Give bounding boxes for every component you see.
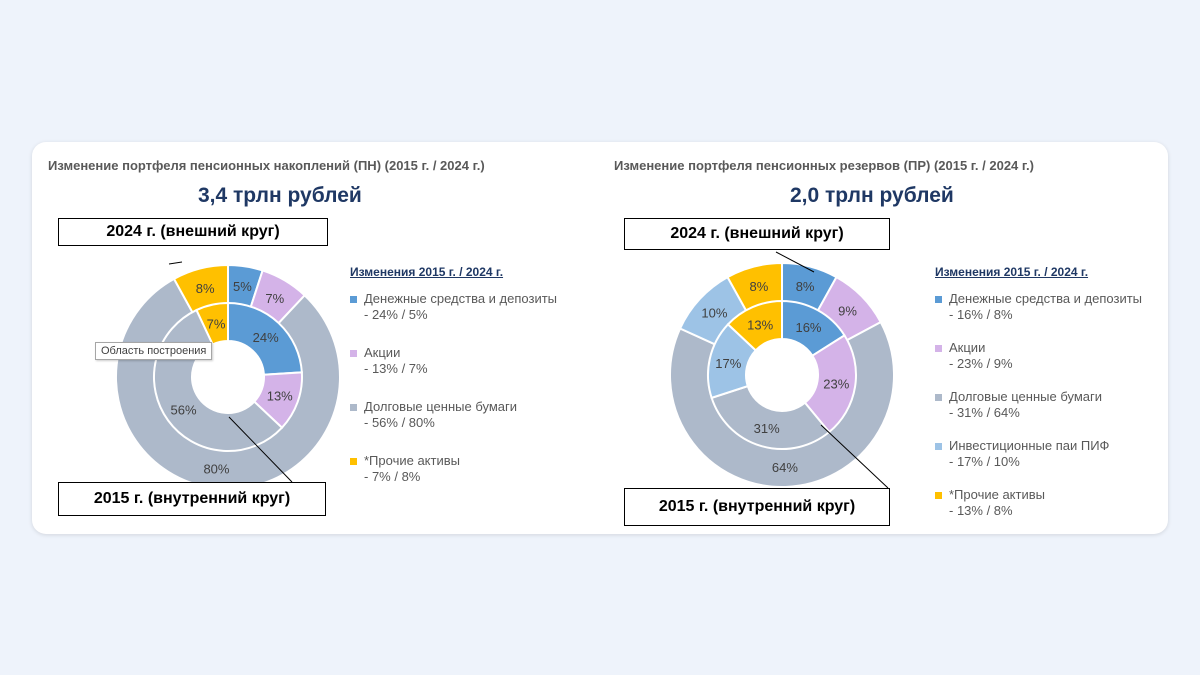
- outer-ring-callout: 2024 г. (внешний круг): [624, 218, 890, 250]
- ring-2015-slice-1-label: 23%: [823, 377, 849, 392]
- legend-detail: - 13% / 7%: [364, 361, 428, 376]
- legend-item: *Прочие активы - 7% / 8%: [350, 453, 557, 485]
- legend-detail: - 16% / 8%: [949, 307, 1013, 322]
- legend-swatch: [350, 458, 357, 465]
- ring-2015-slice-2[interactable]: [710, 384, 831, 450]
- legend-swatch: [350, 404, 357, 411]
- legend-item: Денежные средства и депозиты - 16% / 8%: [935, 291, 1142, 323]
- legend-detail: - 17% / 10%: [949, 454, 1020, 469]
- chart-card: Изменение портфеля пенсионных накоплений…: [32, 142, 1168, 534]
- ring-2015-slice-2-label: 56%: [170, 402, 196, 417]
- ring-2024-slice-2-label: 80%: [203, 461, 229, 476]
- legend-item: Долговые ценные бумаги - 56% / 80%: [350, 399, 557, 431]
- plot-area-tooltip: Область построения: [95, 342, 213, 360]
- ring-2015-slice-0-label: 24%: [253, 330, 279, 345]
- inner-ring-callout: 2015 г. (внутренний круг): [58, 482, 326, 516]
- ring-2024-slice-3-label: 10%: [701, 306, 727, 321]
- legend-item: Денежные средства и депозиты - 24% / 5%: [350, 291, 557, 323]
- outer-callout-leader: [168, 261, 183, 265]
- ring-2024-slice-4-label: 8%: [749, 279, 768, 294]
- legend-label: Долговые ценные бумаги: [364, 399, 518, 414]
- legend-swatch: [935, 492, 942, 499]
- legend-detail: - 31% / 64%: [949, 405, 1020, 420]
- legend-detail: - 13% / 8%: [949, 503, 1013, 518]
- outer-callout-leader: [775, 251, 815, 273]
- pension-savings-panel: Изменение портфеля пенсионных накоплений…: [32, 142, 592, 534]
- ring-2015-slice-3-label: 7%: [207, 316, 226, 331]
- outer-ring-callout: 2024 г. (внешний круг): [58, 218, 328, 246]
- ring-2015-slice-4-label: 13%: [747, 318, 773, 333]
- legend-label: Денежные средства и депозиты: [949, 291, 1143, 306]
- legend-title: Изменения 2015 г. / 2024 г.: [935, 265, 1089, 279]
- ring-2015-slice-1-label: 13%: [267, 389, 293, 404]
- chart-subtitle: 3,4 трлн рублей: [198, 184, 362, 207]
- legend-swatch: [935, 443, 942, 450]
- legend-label: Долговые ценные бумаги: [949, 389, 1103, 404]
- legend-item: Инвестиционные паи ПИФ - 17% / 10%: [935, 438, 1142, 470]
- chart-subtitle: 2,0 трлн рублей: [790, 184, 954, 207]
- legend: Изменения 2015 г. / 2024 г. Денежные сре…: [935, 265, 1142, 536]
- legend-item: *Прочие активы - 13% / 8%: [935, 487, 1142, 519]
- ring-2024-slice-3-label: 8%: [196, 281, 215, 296]
- legend-detail: - 23% / 9%: [949, 356, 1013, 371]
- legend-label: Инвестиционные паи ПИФ: [949, 438, 1110, 453]
- ring-2015-slice-4[interactable]: [726, 299, 783, 352]
- legend-swatch: [935, 394, 942, 401]
- ring-2015-slice-3[interactable]: [195, 301, 229, 346]
- legend-item: Акции - 13% / 7%: [350, 345, 557, 377]
- legend-label: Акции: [364, 345, 401, 360]
- legend-swatch: [350, 296, 357, 303]
- legend-label: *Прочие активы: [364, 453, 460, 468]
- ring-2015-slice-2-label: 31%: [754, 421, 780, 436]
- legend-detail: - 24% / 5%: [364, 307, 428, 322]
- ring-2015-slice-0[interactable]: [227, 301, 303, 376]
- inner-ring-callout: 2015 г. (внутренний круг): [624, 488, 890, 526]
- legend-swatch: [350, 350, 357, 357]
- legend-item: Долговые ценные бумаги - 31% / 64%: [935, 389, 1142, 421]
- legend-label: Денежные средства и депозиты: [364, 291, 558, 306]
- ring-2015-slice-3-label: 17%: [715, 356, 741, 371]
- legend-swatch: [935, 296, 942, 303]
- ring-2024-slice-2-label: 64%: [772, 460, 798, 475]
- legend-label: Акции: [949, 340, 986, 355]
- chart-title: Изменение портфеля пенсионных накоплений…: [48, 158, 485, 173]
- ring-2024-slice-1-label: 9%: [838, 303, 857, 318]
- inner-callout-leader: [228, 416, 293, 483]
- pension-reserves-panel: Изменение портфеля пенсионных резервов (…: [600, 142, 1160, 534]
- legend-detail: - 56% / 80%: [364, 415, 435, 430]
- ring-2015-slice-0-label: 16%: [795, 320, 821, 335]
- legend-label: *Прочие активы: [949, 487, 1045, 502]
- donut-chart-savings[interactable]: 5% 7% 80% 8% 24% 13% 56% 7%: [32, 142, 592, 534]
- legend-detail: - 7% / 8%: [364, 469, 421, 484]
- ring-2024-slice-0-label: 8%: [796, 279, 815, 294]
- donut-chart-reserves[interactable]: 8% 9% 64% 10% 8% 16% 23% 31% 17% 13%: [600, 142, 1160, 534]
- legend: Изменения 2015 г. / 2024 г. Денежные сре…: [350, 265, 557, 507]
- chart-title: Изменение портфеля пенсионных резервов (…: [614, 158, 1034, 173]
- inner-callout-leader: [820, 424, 889, 489]
- legend-swatch: [935, 345, 942, 352]
- legend-title: Изменения 2015 г. / 2024 г.: [350, 265, 504, 279]
- ring-2024-slice-1-label: 7%: [265, 291, 284, 306]
- ring-2024-slice-0-label: 5%: [233, 279, 252, 294]
- legend-item: Акции - 23% / 9%: [935, 340, 1142, 372]
